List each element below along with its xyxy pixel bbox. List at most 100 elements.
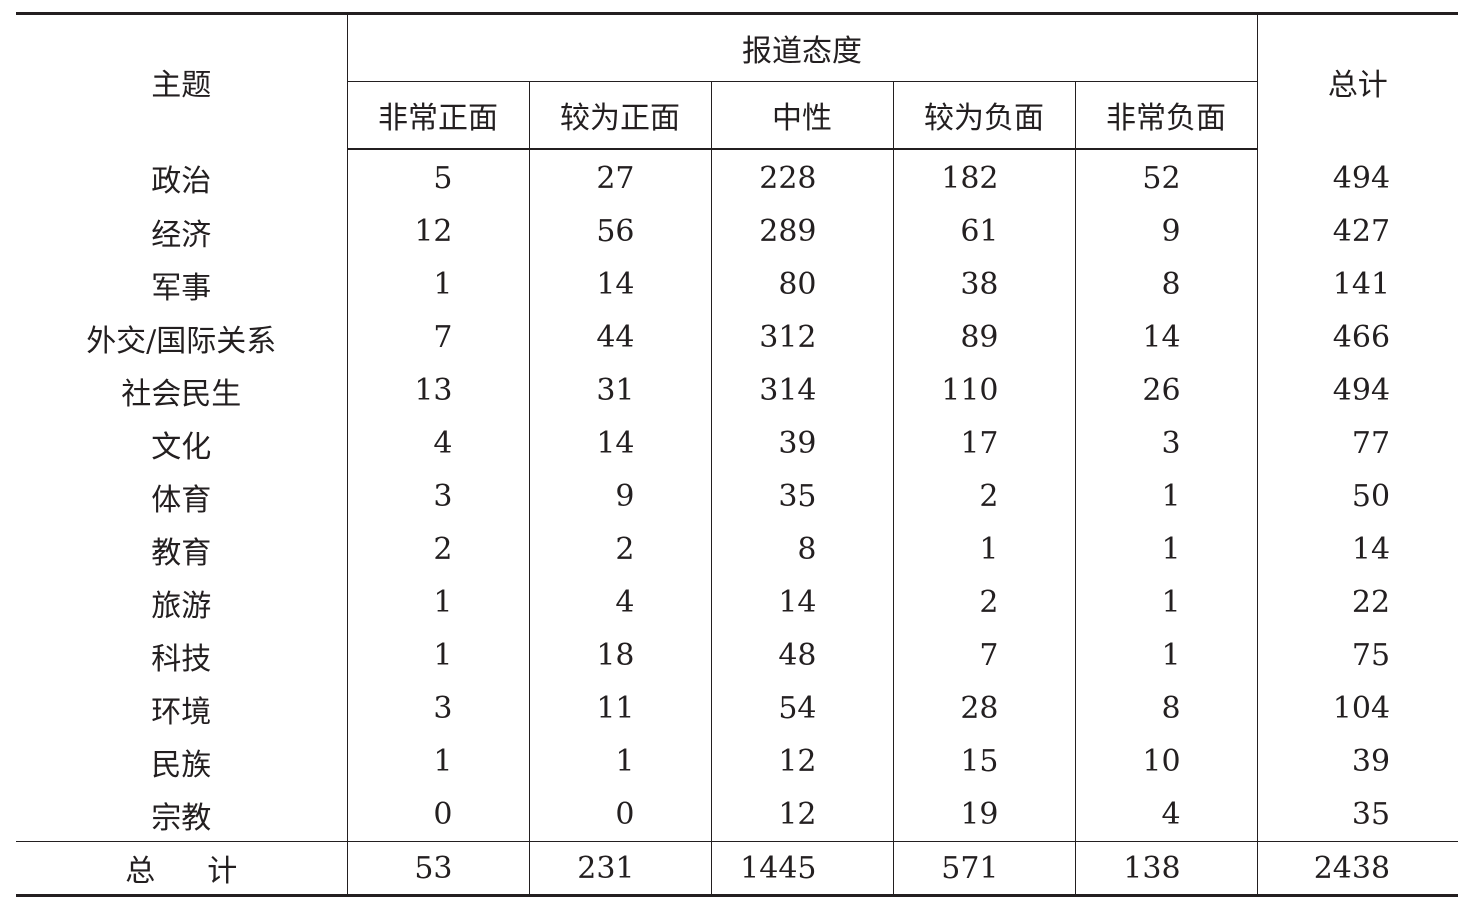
cell-somewhat-positive: 14 bbox=[529, 258, 712, 311]
row-topic: 宗教 bbox=[16, 788, 348, 842]
cell-very-positive: 1 bbox=[347, 735, 530, 788]
cell-very-positive: 2 bbox=[347, 523, 530, 576]
cell-somewhat-positive: 1 bbox=[529, 735, 712, 788]
cell-somewhat-positive: 27 bbox=[529, 149, 712, 205]
row-total: 494 bbox=[1332, 160, 1391, 196]
cell-very-positive: 5 bbox=[347, 149, 530, 205]
cell-neutral: 48 bbox=[711, 629, 894, 682]
cell-neutral: 8 bbox=[711, 523, 894, 576]
cell-somewhat-negative: 110 bbox=[893, 364, 1076, 417]
cell-somewhat-positive: 2 bbox=[529, 523, 712, 576]
row-topic: 教育 bbox=[16, 523, 348, 576]
column-header-somewhat-positive: 较为正面 bbox=[529, 81, 712, 150]
cell-somewhat-negative: 15 bbox=[893, 735, 1076, 788]
table-row: 体育 3 9 35 2 1 50 bbox=[16, 470, 1458, 523]
cell-somewhat-negative: 2 bbox=[893, 576, 1076, 629]
cell-very-negative: 52 bbox=[1075, 149, 1258, 205]
cell-somewhat-negative: 89 bbox=[893, 311, 1076, 364]
cell-somewhat-positive: 14 bbox=[529, 417, 712, 470]
cell-somewhat-positive: 44 bbox=[529, 311, 712, 364]
total-very-positive: 53 bbox=[347, 841, 530, 897]
cell-very-negative: 8 bbox=[1075, 258, 1258, 311]
cell-somewhat-negative: 38 bbox=[893, 258, 1076, 311]
row-total: 466 bbox=[1332, 320, 1391, 355]
cell-somewhat-negative: 2 bbox=[893, 470, 1076, 523]
topic-column-header: 主题 bbox=[16, 12, 348, 149]
table-row: 宗教 0 0 12 19 4 35 bbox=[16, 788, 1458, 842]
cell-very-positive: 13 bbox=[347, 364, 530, 417]
cell-very-positive: 12 bbox=[347, 205, 530, 258]
cell-somewhat-negative: 182 bbox=[893, 149, 1076, 205]
row-topic: 外交/国际关系 bbox=[16, 311, 348, 364]
cell-neutral: 228 bbox=[711, 149, 894, 205]
cell-neutral: 35 bbox=[711, 470, 894, 523]
total-row-label: 总计 bbox=[16, 841, 348, 897]
table-header: 主题 报道态度 总计 非常正面 较为正面 中性 较为负面 非常负面 bbox=[16, 12, 1459, 150]
cell-very-negative: 14 bbox=[1075, 311, 1258, 364]
table-row: 外交/国际关系 7 44 312 89 14 466 bbox=[16, 311, 1458, 364]
row-topic: 体育 bbox=[16, 470, 348, 523]
table-row: 政治 5 27 228 182 52 494 bbox=[16, 149, 1458, 205]
row-topic: 政治 bbox=[16, 149, 348, 205]
total-row: 总计 53 231 1445 571 138 2438 bbox=[16, 841, 1459, 897]
cell-very-positive: 4 bbox=[347, 417, 530, 470]
table-row: 社会民生 13 31 314 110 26 494 bbox=[16, 364, 1458, 417]
row-topic: 民族 bbox=[16, 735, 348, 788]
table-row: 环境 3 11 54 28 8 104 bbox=[16, 682, 1458, 735]
cell-very-negative: 1 bbox=[1075, 470, 1258, 523]
cell-neutral: 54 bbox=[711, 682, 894, 735]
cell-somewhat-positive: 11 bbox=[529, 682, 712, 735]
column-header-very-positive: 非常正面 bbox=[347, 81, 530, 150]
total-column-header: 总计 bbox=[1257, 12, 1459, 149]
table-row: 军事 1 14 80 38 8 141 bbox=[16, 258, 1458, 311]
row-total: 77 bbox=[1351, 426, 1391, 461]
cell-very-positive: 1 bbox=[347, 629, 530, 682]
row-topic: 环境 bbox=[16, 682, 348, 735]
row-topic: 社会民生 bbox=[16, 364, 348, 417]
cell-very-negative: 8 bbox=[1075, 682, 1258, 735]
row-total: 35 bbox=[1351, 797, 1391, 832]
cell-somewhat-negative: 1 bbox=[893, 523, 1076, 576]
row-topic: 军事 bbox=[16, 258, 348, 311]
cell-very-negative: 10 bbox=[1075, 735, 1258, 788]
cell-neutral: 12 bbox=[711, 788, 894, 842]
table-row: 旅游 1 4 14 2 1 22 bbox=[16, 576, 1458, 629]
attitude-group-header: 报道态度 bbox=[347, 12, 1258, 82]
total-somewhat-positive: 231 bbox=[529, 841, 712, 897]
cell-somewhat-positive: 9 bbox=[529, 470, 712, 523]
grand-total: 2438 bbox=[1257, 841, 1459, 897]
cell-very-negative: 1 bbox=[1075, 629, 1258, 682]
cell-somewhat-negative: 17 bbox=[893, 417, 1076, 470]
table-footer: 总计 53 231 1445 571 138 2438 bbox=[16, 841, 1459, 897]
cell-very-negative: 1 bbox=[1075, 523, 1258, 576]
column-header-somewhat-negative: 较为负面 bbox=[893, 81, 1076, 150]
row-total: 14 bbox=[1351, 532, 1391, 567]
header-row-2: 非常正面 较为正面 中性 较为负面 非常负面 bbox=[16, 81, 1458, 150]
cell-somewhat-negative: 7 bbox=[893, 629, 1076, 682]
table-body: 政治 5 27 228 182 52 494 经济 12 56 289 61 9 427 军事 1 14 80 38… bbox=[16, 149, 1458, 842]
row-total: 50 bbox=[1351, 479, 1391, 514]
row-total: 75 bbox=[1351, 638, 1391, 673]
row-topic: 经济 bbox=[16, 205, 348, 258]
cell-somewhat-negative: 28 bbox=[893, 682, 1076, 735]
cell-somewhat-negative: 61 bbox=[893, 205, 1076, 258]
table-row: 经济 12 56 289 61 9 427 bbox=[16, 205, 1458, 258]
cell-neutral: 12 bbox=[711, 735, 894, 788]
row-topic: 文化 bbox=[16, 417, 348, 470]
cell-somewhat-negative: 19 bbox=[893, 788, 1076, 842]
table-row: 教育 2 2 8 1 1 14 bbox=[16, 523, 1458, 576]
column-header-neutral: 中性 bbox=[711, 81, 894, 150]
total-neutral: 1445 bbox=[711, 841, 894, 897]
cell-somewhat-positive: 56 bbox=[529, 205, 712, 258]
cell-neutral: 289 bbox=[711, 205, 894, 258]
row-topic: 旅游 bbox=[16, 576, 348, 629]
cell-neutral: 312 bbox=[711, 311, 894, 364]
total-somewhat-negative: 571 bbox=[893, 841, 1076, 897]
cell-very-negative: 4 bbox=[1075, 788, 1258, 842]
total-label-char-1: 总 bbox=[125, 854, 156, 889]
total-very-negative: 138 bbox=[1075, 841, 1258, 897]
cell-neutral: 39 bbox=[711, 417, 894, 470]
table-row: 民族 1 1 12 15 10 39 bbox=[16, 735, 1458, 788]
cell-very-positive: 7 bbox=[347, 311, 530, 364]
